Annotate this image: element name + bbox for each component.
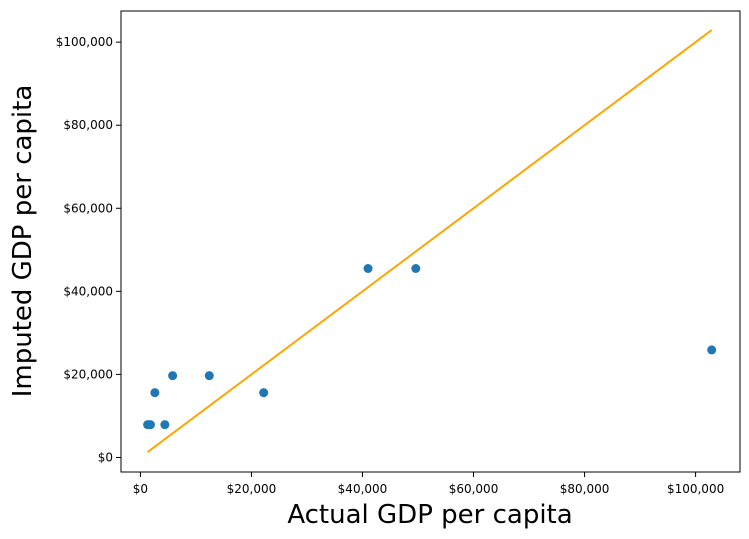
x-tick-label: $40,000 [338, 482, 388, 496]
x-tick-label: $0 [133, 482, 148, 496]
data-point [168, 371, 178, 381]
plot-area [120, 10, 741, 473]
plot-frame [120, 10, 741, 473]
x-tick-label: $100,000 [667, 482, 724, 496]
data-point [145, 420, 155, 430]
y-tick-label: $40,000 [63, 284, 113, 298]
fit-line [147, 29, 713, 453]
data-point [411, 263, 421, 273]
x-axis: $0 $20,000 $40,000 $60,000 $80,000 $100,000 [133, 472, 724, 496]
y-axis: $0 $20,000 $40,000 $60,000 $80,000 $100,000 [56, 35, 121, 464]
x-tick-label: $20,000 [227, 482, 277, 496]
data-point [363, 263, 373, 273]
data-point [204, 371, 214, 381]
y-axis-title: Imputed GDP per capita [8, 85, 38, 398]
y-tick-label: $60,000 [63, 201, 113, 215]
x-axis-title: Actual GDP per capita [287, 500, 572, 530]
x-tick-label: $60,000 [449, 482, 499, 496]
data-point [259, 388, 269, 398]
y-tick-label: $100,000 [56, 35, 113, 49]
x-tick-label: $80,000 [560, 482, 610, 496]
y-tick-label: $0 [98, 450, 113, 464]
data-point [150, 388, 160, 398]
data-point [707, 345, 717, 355]
data-point [160, 420, 170, 430]
y-tick-label: $20,000 [63, 367, 113, 381]
y-tick-label: $80,000 [63, 118, 113, 132]
